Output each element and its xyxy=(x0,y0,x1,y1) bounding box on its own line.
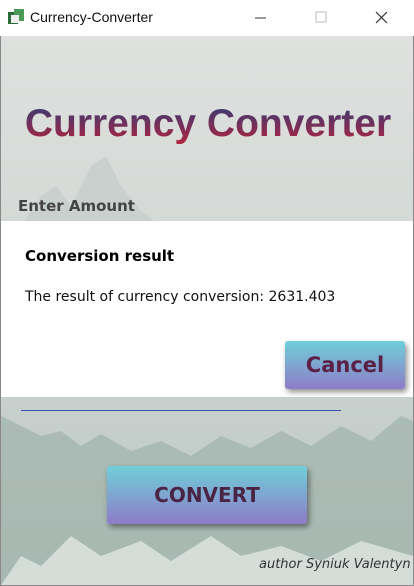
window-controls xyxy=(255,11,388,24)
convert-button[interactable]: CONVERT xyxy=(107,466,307,524)
app-title: Currency Converter xyxy=(25,102,391,145)
window-title: Currency-Converter xyxy=(30,9,153,25)
app-title-wrap: Currency Converter xyxy=(25,102,391,145)
app-window: Currency Converter Enter Amount Ukraine … xyxy=(0,36,414,586)
cancel-button[interactable]: Cancel xyxy=(285,341,405,389)
close-button[interactable] xyxy=(375,11,388,24)
result-dialog: Conversion result The result of currency… xyxy=(1,221,413,397)
title-bar: Currency-Converter xyxy=(0,0,414,36)
author-label: author Syniuk Valentyn xyxy=(259,557,411,572)
amount-label: Enter Amount xyxy=(18,197,135,215)
dialog-title: Conversion result xyxy=(25,247,175,265)
maximize-button[interactable] xyxy=(315,11,327,23)
country-underline xyxy=(21,410,341,411)
dialog-message: The result of currency conversion: 2631.… xyxy=(25,289,336,305)
app-icon xyxy=(8,9,24,24)
